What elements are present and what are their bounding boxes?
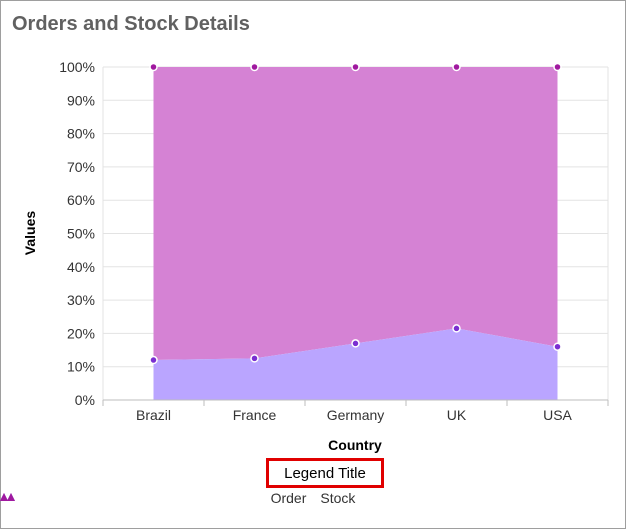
marker-stock[interactable]: [351, 62, 360, 72]
y-tick-label: 40%: [67, 259, 95, 275]
marker-order[interactable]: [553, 342, 562, 351]
legend-title: Legend Title: [266, 458, 384, 488]
legend-label-order: Order: [270, 490, 307, 506]
marker-order[interactable]: [452, 324, 461, 333]
y-tick-label: 10%: [67, 359, 95, 375]
area-order: [153, 328, 558, 400]
y-tick-label: 100%: [59, 59, 95, 75]
y-tick-label: 80%: [67, 126, 95, 142]
marker-stock[interactable]: [149, 62, 158, 72]
y-tick-label: 0%: [75, 392, 95, 408]
legend: Order Stock: [0, 490, 626, 506]
marker-stock[interactable]: [553, 62, 562, 72]
triangle-icon: [0, 493, 15, 501]
y-tick-label: 60%: [67, 192, 95, 208]
marker-stock[interactable]: [250, 62, 259, 72]
y-tick-label: 90%: [67, 92, 95, 108]
legend-item-order[interactable]: Order: [0, 490, 307, 506]
x-tick-label: Brazil: [136, 407, 171, 423]
x-tick-label: USA: [543, 407, 572, 423]
marker-stock[interactable]: [452, 62, 461, 72]
marker-order[interactable]: [250, 354, 259, 363]
marker-order[interactable]: [149, 355, 158, 365]
y-axis-title: Values: [22, 211, 38, 256]
y-tick-label: 30%: [67, 292, 95, 308]
y-tick-label: 50%: [67, 226, 95, 242]
x-tick-label: Germany: [327, 407, 385, 423]
marker-order[interactable]: [351, 339, 360, 348]
area-stock: [153, 67, 558, 361]
legend-label-stock: Stock: [320, 490, 356, 506]
y-tick-label: 70%: [67, 159, 95, 175]
x-tick-label: France: [233, 407, 277, 423]
legend-item-stock[interactable]: Stock: [0, 490, 356, 506]
x-tick-label: UK: [447, 407, 467, 423]
y-tick-label: 20%: [67, 325, 95, 341]
chart-title: Orders and Stock Details: [12, 13, 250, 35]
x-axis-title: Country: [328, 437, 382, 453]
